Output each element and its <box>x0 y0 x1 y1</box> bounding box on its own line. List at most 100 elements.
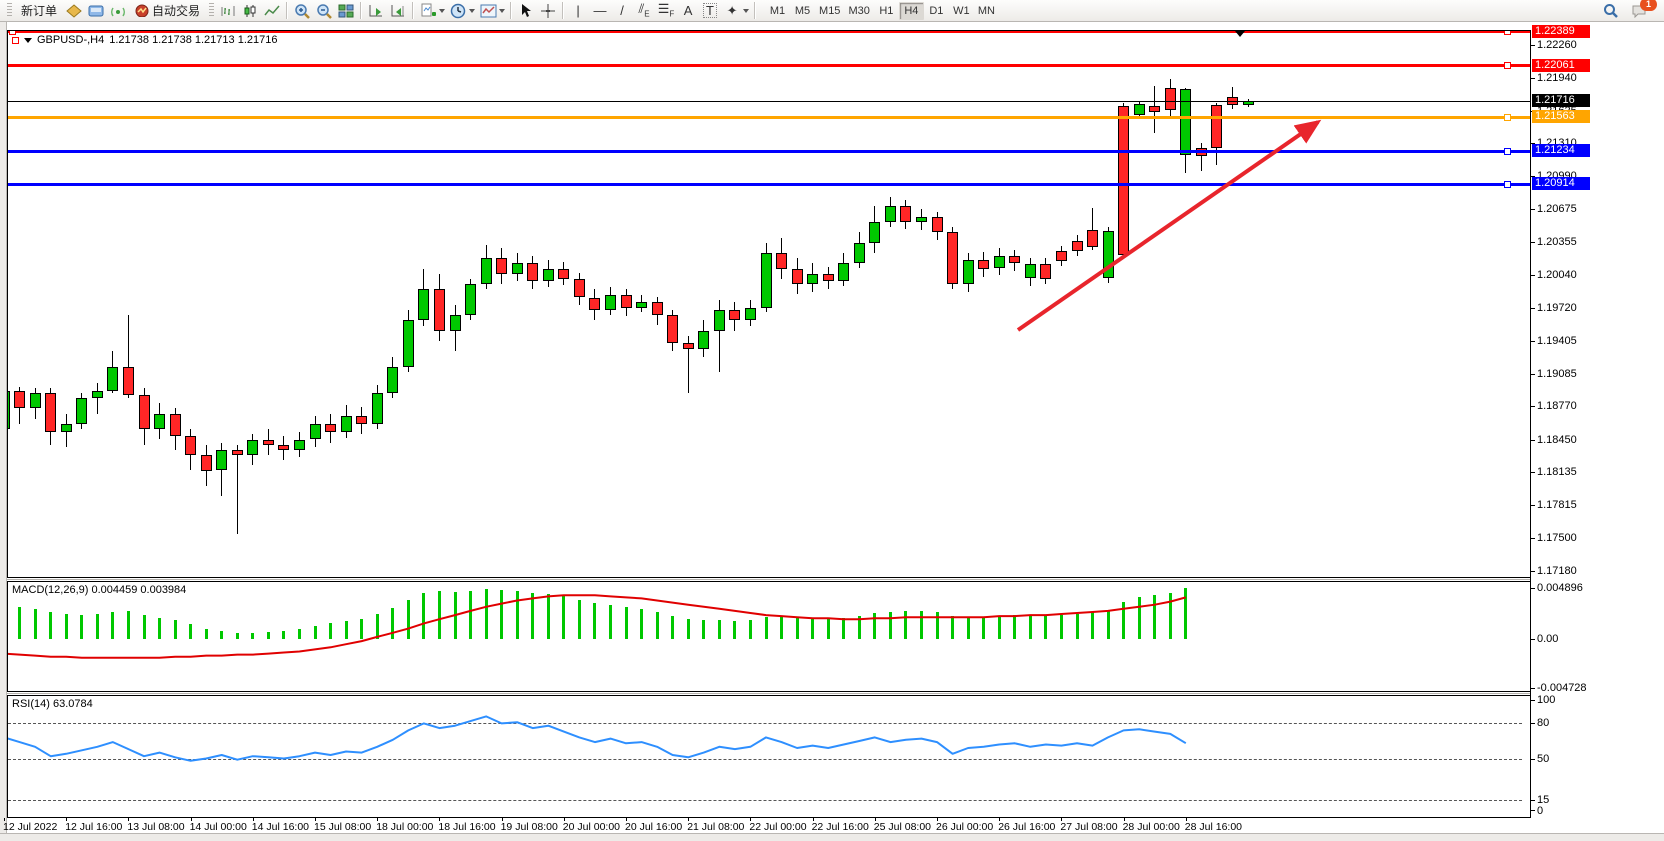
time-axis-tick <box>688 818 690 821</box>
auto-scroll-icon[interactable] <box>365 1 387 20</box>
text-label-icon[interactable]: T <box>699 1 721 20</box>
candle-body <box>620 294 632 308</box>
horizontal-line-1.20914[interactable] <box>8 182 1530 186</box>
panel-splitter[interactable] <box>7 579 1531 580</box>
price-axis-tick <box>1531 472 1535 474</box>
macd-histogram-bar <box>453 592 457 639</box>
line-handle[interactable] <box>9 31 16 35</box>
line-chart-icon[interactable] <box>261 1 283 20</box>
timeframe-button-m30[interactable]: M30 <box>844 2 873 20</box>
fibonacci-icon[interactable]: ☰F <box>657 1 675 19</box>
macd-histogram-bar <box>577 599 581 639</box>
rsi-panel[interactable]: RSI(14) 63.0784 <box>7 695 1531 818</box>
line-handle[interactable] <box>1504 113 1511 121</box>
candle-body <box>916 216 927 222</box>
line-handle[interactable] <box>1504 147 1511 155</box>
horizontal-line-1.22389[interactable] <box>8 31 1530 33</box>
toolbar-separator <box>562 2 565 19</box>
cursor-icon[interactable] <box>515 1 537 20</box>
arrows-icon[interactable]: ✦ <box>726 3 738 18</box>
macd-histogram-bar <box>1059 615 1063 639</box>
templates-dropdown-icon[interactable] <box>499 8 506 13</box>
search-icon[interactable] <box>1600 1 1622 20</box>
chart-shift-icon[interactable] <box>387 1 409 20</box>
bar-chart-icon[interactable] <box>217 1 239 20</box>
new-order-button[interactable]: 新订单 <box>15 1 63 20</box>
macd-histogram-bar <box>531 593 535 639</box>
candle-body <box>636 301 648 308</box>
horizontal-line-1.22061[interactable] <box>8 64 1530 67</box>
charts-profile-icon[interactable] <box>63 1 85 20</box>
terminal-icon[interactable] <box>85 1 107 20</box>
channel-icon[interactable]: ⫽E <box>638 1 650 19</box>
time-axis-tick <box>190 818 192 821</box>
price-badge-1.21234: 1.21234 <box>1532 144 1590 158</box>
candle-body <box>29 392 41 409</box>
line-handle[interactable] <box>1504 31 1511 35</box>
candle-body <box>1055 251 1067 262</box>
horizontal-line-1.21563[interactable] <box>8 115 1530 119</box>
time-axis-tick <box>1123 818 1125 821</box>
chat-icon[interactable]: 1 <box>1628 0 1657 20</box>
auto-trading-button[interactable]: 自动交易 <box>129 1 206 20</box>
timeframe-button-d1[interactable]: D1 <box>924 2 949 20</box>
macd-histogram-bar <box>624 606 628 639</box>
candle-body <box>744 307 756 321</box>
macd-histogram-bar <box>951 616 955 639</box>
toolbar-grip[interactable] <box>209 3 215 18</box>
timeframe-button-mn[interactable]: MN <box>974 2 999 20</box>
tile-windows-icon[interactable] <box>335 1 357 20</box>
price-axis-tick <box>1531 143 1535 145</box>
signals-icon[interactable] <box>107 1 129 20</box>
line-handle[interactable] <box>1504 180 1511 188</box>
time-axis-tick <box>501 818 503 821</box>
macd-histogram-bar <box>297 628 301 639</box>
candlestick-icon[interactable] <box>239 1 261 20</box>
price-axis-tick <box>1531 340 1535 342</box>
rsi-axis-label: 100 <box>1537 694 1556 706</box>
time-axis-label: 26 Jul 16:00 <box>998 821 1056 833</box>
timeframe-button-w1[interactable]: W1 <box>949 2 974 20</box>
price-axis-tick <box>1531 537 1535 539</box>
horizontal-line-1.21234[interactable] <box>8 149 1530 153</box>
periods-dropdown-icon[interactable] <box>469 8 476 13</box>
timeframe-button-m15[interactable]: M15 <box>815 2 844 20</box>
templates-icon[interactable] <box>477 1 499 20</box>
line-handle[interactable] <box>1504 62 1511 69</box>
time-axis-label: 18 Jul 16:00 <box>438 821 496 833</box>
panel-splitter[interactable] <box>7 693 1531 694</box>
crosshair-icon[interactable] <box>537 1 559 20</box>
periods-icon[interactable] <box>447 1 469 20</box>
toolbar-grip[interactable] <box>7 3 12 18</box>
zoom-in-icon[interactable] <box>291 1 313 20</box>
arrows-dropdown-icon[interactable] <box>743 8 750 13</box>
macd-histogram-bar <box>142 615 146 639</box>
timeframe-button-m5[interactable]: M5 <box>790 2 815 20</box>
price-chart-panel[interactable]: GBPUSD-,H4 1.21738 1.21738 1.21713 1.2171… <box>7 30 1531 578</box>
vertical-line-icon[interactable]: | <box>576 3 580 18</box>
indicators-icon[interactable] <box>417 1 439 20</box>
candle-body <box>1009 256 1021 264</box>
line-handle[interactable] <box>12 36 19 44</box>
timeframe-button-h1[interactable]: H1 <box>874 2 899 20</box>
macd-histogram-bar <box>857 616 861 639</box>
text-icon[interactable]: A <box>683 3 693 18</box>
zoom-out-icon[interactable] <box>313 1 335 20</box>
toolbar-separator <box>412 2 415 19</box>
time-axis-tick <box>937 818 938 821</box>
indicators-dropdown-icon[interactable] <box>439 8 446 13</box>
candle-body <box>542 268 554 281</box>
macd-histogram-bar <box>391 607 395 639</box>
candle-body <box>884 206 896 222</box>
time-axis-tick <box>1061 818 1063 821</box>
macd-panel[interactable]: MACD(12,26,9) 0.004459 0.003984 <box>7 581 1531 692</box>
candle-body <box>1211 104 1223 149</box>
timeframe-button-m1[interactable]: M1 <box>765 2 790 20</box>
candle-body <box>869 222 881 243</box>
macd-histogram-bar <box>1106 609 1110 639</box>
trendline-icon[interactable]: / <box>620 3 624 18</box>
timeframe-button-h4[interactable]: H4 <box>898 1 924 20</box>
time-axis-label: 20 Jul 16:00 <box>625 821 683 833</box>
rsi-axis-label: 50 <box>1537 752 1550 765</box>
horizontal-line-icon[interactable]: — <box>593 3 607 18</box>
